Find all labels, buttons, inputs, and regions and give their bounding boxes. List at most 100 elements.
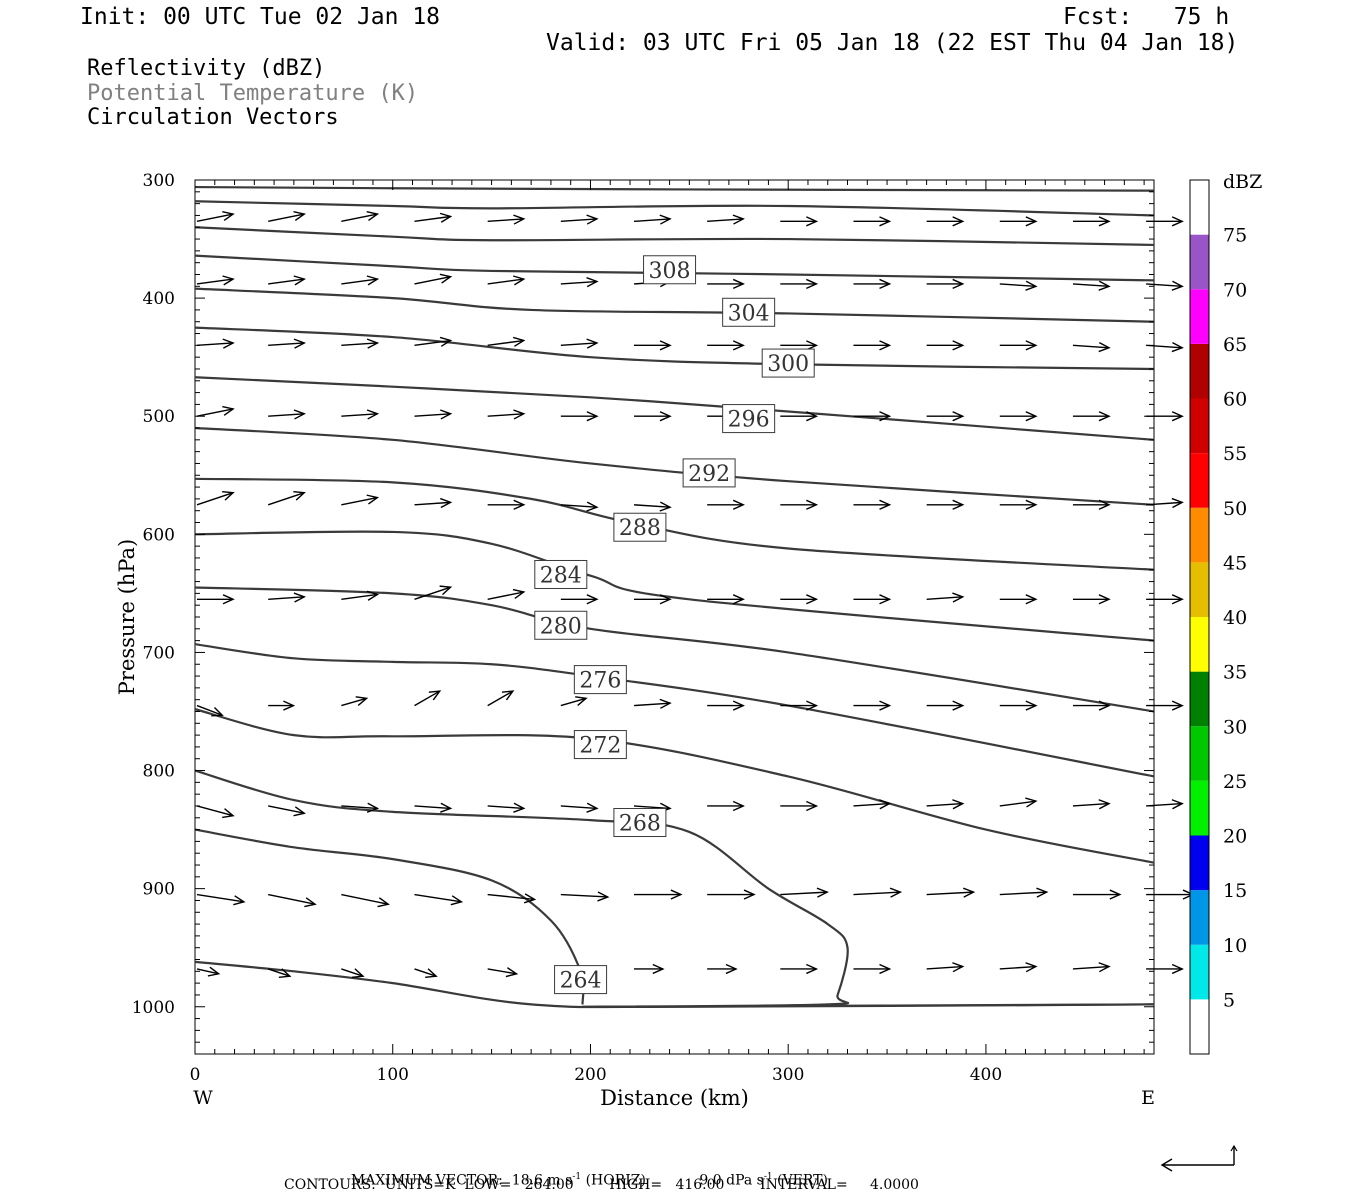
vector bbox=[1072, 889, 1122, 900]
vector bbox=[196, 338, 235, 349]
vector bbox=[1146, 700, 1184, 711]
colorbar-frame bbox=[1189, 179, 1210, 1055]
isentrope-label: 268 bbox=[619, 812, 661, 837]
reference-vector-vert-head bbox=[1230, 1144, 1238, 1152]
vector bbox=[268, 338, 306, 349]
vector bbox=[707, 214, 745, 225]
vector-head bbox=[1025, 499, 1038, 510]
isentrope-label: 296 bbox=[728, 408, 770, 433]
vector-shaft bbox=[560, 893, 608, 898]
vector bbox=[341, 802, 380, 813]
vector-head bbox=[1171, 799, 1184, 810]
vector-head bbox=[806, 800, 819, 812]
colorbar-band bbox=[1190, 944, 1209, 1000]
colorbar-tick-label: 40 bbox=[1223, 607, 1247, 629]
isentrope-label-box bbox=[613, 512, 667, 542]
vector-head bbox=[513, 802, 526, 813]
circulation-vectors bbox=[196, 210, 1238, 1172]
vector bbox=[853, 411, 892, 422]
vector-head bbox=[652, 963, 665, 975]
vector bbox=[926, 411, 965, 422]
vector bbox=[341, 275, 380, 286]
vector bbox=[926, 799, 965, 810]
isentrope-label-box bbox=[643, 255, 697, 285]
isentrope-label-box bbox=[573, 665, 627, 695]
vector-head bbox=[1171, 342, 1184, 353]
vector-head bbox=[952, 799, 965, 810]
valid-time: Valid: 03 UTC Fri 05 Jan 18 (22 EST Thu … bbox=[546, 30, 1239, 56]
x-tick-label: 300 bbox=[772, 1065, 804, 1085]
colorbar-band bbox=[1190, 180, 1209, 235]
vector-shaft bbox=[487, 413, 524, 417]
vector bbox=[853, 887, 903, 898]
vector bbox=[926, 962, 965, 973]
vector-shaft bbox=[268, 413, 305, 417]
vector bbox=[341, 590, 380, 601]
vector-head bbox=[1025, 411, 1038, 422]
vector-shaft bbox=[414, 215, 451, 223]
vector bbox=[196, 966, 221, 977]
vector bbox=[853, 278, 892, 290]
vector-head bbox=[293, 409, 306, 420]
vector bbox=[926, 278, 965, 290]
vector-head bbox=[1171, 594, 1184, 605]
vector-head bbox=[1025, 797, 1038, 808]
vector bbox=[780, 216, 819, 227]
vector-shaft bbox=[487, 591, 524, 600]
colorbar-tick-label: 25 bbox=[1223, 771, 1247, 793]
colorbar-tick-label: 20 bbox=[1223, 826, 1247, 848]
vector bbox=[853, 799, 892, 810]
vector-head bbox=[1098, 411, 1111, 422]
isentrope-288 bbox=[194, 477, 1155, 571]
vector-head bbox=[963, 887, 976, 898]
vector-head bbox=[222, 808, 235, 819]
isentrope-label-box bbox=[554, 965, 608, 995]
vector-head bbox=[1025, 340, 1038, 351]
vector bbox=[414, 690, 442, 707]
vector-shaft bbox=[414, 968, 437, 977]
isentrope-label-box bbox=[613, 808, 667, 838]
vector-head bbox=[1171, 411, 1184, 422]
vector-shaft bbox=[707, 218, 744, 223]
vector bbox=[999, 962, 1038, 973]
vector-shaft bbox=[487, 805, 524, 810]
vector-head bbox=[732, 214, 745, 225]
isentrope-label: 292 bbox=[688, 462, 730, 487]
vector bbox=[926, 887, 976, 898]
colorbar-band bbox=[1190, 999, 1209, 1054]
vector bbox=[1072, 962, 1111, 973]
vector-shaft bbox=[487, 893, 535, 901]
vector-shaft bbox=[780, 891, 828, 896]
vector bbox=[414, 497, 453, 509]
colorbar-band bbox=[1190, 562, 1209, 617]
vector bbox=[414, 968, 438, 978]
colorbar-band bbox=[1190, 671, 1209, 727]
vector-shaft bbox=[560, 280, 597, 285]
vector-head bbox=[879, 499, 892, 510]
vector-head bbox=[440, 409, 453, 420]
vector-head bbox=[512, 336, 526, 347]
vector-head bbox=[366, 802, 380, 813]
vector bbox=[487, 588, 526, 600]
vector-head bbox=[293, 338, 306, 349]
vector bbox=[268, 409, 306, 420]
vector-shaft bbox=[487, 278, 524, 285]
vector bbox=[780, 594, 819, 605]
colorbar-tick-label: 65 bbox=[1223, 334, 1247, 356]
vector bbox=[1146, 216, 1184, 227]
vector-head bbox=[952, 700, 965, 711]
vector-head bbox=[207, 966, 221, 977]
vector-head bbox=[952, 499, 965, 510]
vector-shaft bbox=[196, 213, 234, 223]
contours-info: CONTOURS: UNITS=K LOW= 264.00 HIGH= 416.… bbox=[284, 1177, 919, 1193]
vector-head bbox=[1098, 499, 1111, 510]
vector-head bbox=[806, 499, 819, 510]
reference-vector bbox=[1160, 1144, 1238, 1172]
vector bbox=[633, 411, 672, 422]
vector bbox=[560, 501, 599, 512]
vector-shaft bbox=[560, 697, 587, 707]
vector-shaft bbox=[341, 213, 378, 223]
vector-head bbox=[1025, 216, 1038, 227]
vector-head bbox=[952, 592, 965, 603]
plot-frame bbox=[194, 179, 1155, 1055]
